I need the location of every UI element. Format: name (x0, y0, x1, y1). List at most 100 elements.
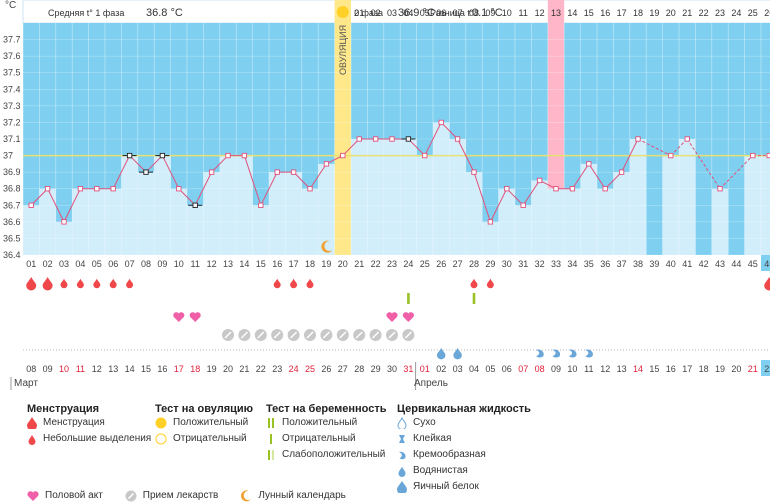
temperature-column (515, 205, 532, 255)
temperature-point (208, 169, 215, 175)
temperature-point (520, 202, 526, 208)
top-day-label: 15 (584, 8, 594, 18)
date-label: 09 (551, 364, 561, 374)
legend-item: Менструация (27, 415, 151, 431)
date-label: 03 (453, 364, 463, 374)
legend-item: Водянистая (397, 463, 531, 479)
egg-white-icon (436, 347, 446, 360)
temperature-point (422, 152, 428, 159)
temperature-column (629, 139, 647, 255)
date-label: 19 (207, 364, 217, 374)
legend-cervical: Цервикальная жидкость Сухо Клейкая Кремо… (397, 403, 531, 495)
egg-white-icon (397, 481, 407, 493)
top-day-label: 01 (354, 8, 364, 18)
pill-icon-line (273, 331, 281, 339)
temperature-column (236, 155, 253, 255)
date-label: 14 (633, 364, 643, 374)
date-label: 07 (518, 364, 528, 374)
date-label: 21 (748, 364, 758, 374)
temperature-column (564, 188, 581, 255)
cycle-day-label: 06 (108, 259, 118, 269)
cycle-day-label: 26 (436, 259, 446, 269)
temperature-point (405, 136, 412, 142)
legend-label: Отрицательный (282, 433, 356, 444)
legend-item: Положительный (266, 415, 387, 431)
legend-item: Клейкая (397, 431, 531, 447)
temperature-point (176, 186, 182, 192)
temperature-column (400, 139, 417, 255)
cycle-day-label: 42 (699, 259, 709, 269)
legend-menstruation: Менструация Менструация Небольшие выделе… (27, 403, 151, 447)
cycle-day-label: 02 (43, 259, 53, 269)
cycle-day-label: 15 (256, 259, 266, 269)
pill-icon-line (404, 331, 412, 339)
temperature-column (121, 155, 138, 255)
top-day-label: 26 (764, 8, 770, 18)
cycle-day-label: 18 (305, 259, 315, 269)
date-label: 08 (26, 364, 36, 374)
cycle-day-label: 28 (469, 259, 479, 269)
temperature-point (602, 186, 608, 192)
legend-item: Слабоположительный (266, 447, 387, 463)
cycle-day-label: 32 (535, 259, 545, 269)
cycle-day-label: 30 (502, 259, 512, 269)
phase2-label: 2 фаза (354, 8, 383, 18)
temperature-point (684, 136, 690, 142)
temperature-point (504, 186, 510, 192)
y-tick-label: 37.1 (3, 134, 21, 144)
moon-icon (241, 490, 252, 502)
temperature-column (580, 163, 597, 255)
temperature-column (187, 205, 204, 255)
date-label: 11 (584, 364, 593, 374)
date-row (23, 361, 770, 376)
cycle-day-label: 45 (748, 259, 758, 269)
date-label: 28 (354, 364, 364, 374)
cycle-day-label: 27 (453, 259, 463, 269)
legend-title: Цервикальная жидкость (397, 403, 531, 415)
diff-value: 0.1 °C (472, 7, 503, 19)
top-day-label: 02 (371, 8, 381, 18)
dry-icon (397, 417, 407, 429)
y-tick-label: 37 (3, 151, 13, 161)
pill-icon-line (322, 331, 330, 339)
legend-label: Кремообразная (413, 449, 486, 460)
top-day-label: 22 (699, 8, 709, 18)
month-april: Апрель (414, 378, 448, 389)
top-day-label: 19 (649, 8, 659, 18)
top-day-label: 12 (535, 8, 545, 18)
date-label: 08 (535, 364, 545, 374)
diff-label: Разница t° (430, 8, 474, 18)
date-label: 17 (682, 364, 692, 374)
top-day-label: 23 (715, 8, 725, 18)
temperature-point (225, 152, 231, 159)
y-tick-label: 36.9 (3, 167, 21, 177)
top-day-label: 21 (682, 8, 692, 18)
top-day-label: 05 (420, 8, 430, 18)
temperature-point (340, 152, 346, 159)
cycle-day-label: 29 (485, 259, 495, 269)
moon-icon (321, 240, 333, 253)
temperature-point (110, 186, 116, 192)
spotting-drop-icon (273, 278, 281, 289)
spotting-drop-icon (306, 278, 314, 289)
cycle-day-label: 43 (715, 259, 725, 269)
temperature-point (750, 152, 756, 159)
heart-icon (27, 491, 39, 501)
spotting-drop-icon (470, 278, 478, 289)
creamy-icon (552, 349, 561, 358)
temperature-line (30, 122, 639, 223)
y-tick-label: 36.6 (3, 217, 21, 227)
spotting-drop-icon (486, 278, 494, 289)
cycle-day-label: 40 (666, 259, 676, 269)
legend-item: Отрицательный (155, 431, 253, 447)
temperature-column (55, 221, 73, 255)
temperature-column (482, 221, 499, 255)
date-label: 14 (125, 364, 135, 374)
legend-title: Тест на беременность (266, 403, 387, 415)
temperature-column (88, 188, 105, 255)
temperature-point (274, 169, 280, 175)
temperature-point (618, 169, 625, 175)
date-label: 06 (502, 364, 512, 374)
legend-label: Сухо (413, 417, 436, 428)
date-label: 17 (174, 364, 184, 374)
